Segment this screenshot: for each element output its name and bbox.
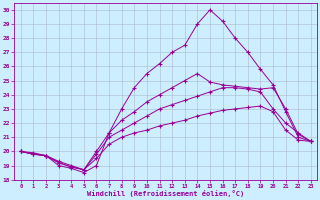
X-axis label: Windchill (Refroidissement éolien,°C): Windchill (Refroidissement éolien,°C) bbox=[87, 190, 244, 197]
